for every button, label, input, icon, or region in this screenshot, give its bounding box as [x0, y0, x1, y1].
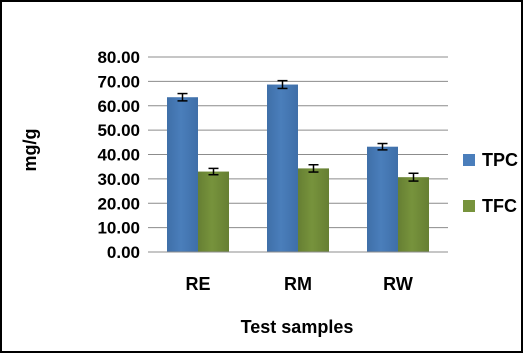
y-tick-label: 10.00 [97, 219, 140, 238]
y-tick-label: 60.00 [97, 97, 140, 116]
x-tick-label: RE [185, 274, 210, 294]
y-axis-label: mg/g [20, 129, 40, 172]
y-tick-label: 20.00 [97, 194, 140, 213]
legend-swatch-tfc [463, 200, 475, 212]
y-tick-labels: 0.00 10.00 20.00 30.00 40.00 50.00 60.00 70.00 8… [97, 48, 140, 262]
legend-label-tpc: TPC [482, 150, 518, 170]
x-tick-labels: RE RM RW [185, 274, 412, 294]
bar-tfc-rw [398, 177, 429, 252]
legend: TPC TFC [463, 150, 518, 216]
y-tick-label: 80.00 [97, 48, 140, 67]
x-tick-label: RM [284, 274, 312, 294]
bar-tpc-rm [267, 84, 298, 252]
y-tick-label: 50.00 [97, 121, 140, 140]
x-axis-label: Test samples [241, 317, 354, 337]
legend-label-tfc: TFC [482, 196, 517, 216]
bars [167, 84, 429, 252]
y-tick-label: 40.00 [97, 146, 140, 165]
y-tick-label: 0.00 [107, 243, 140, 262]
error-bars [177, 79, 419, 182]
bar-tfc-re [198, 171, 229, 252]
y-tick-label: 30.00 [97, 170, 140, 189]
bar-tpc-re [167, 97, 198, 252]
x-tick-label: RW [383, 274, 413, 294]
legend-swatch-tpc [463, 154, 475, 166]
bar-tfc-rm [298, 168, 329, 252]
bar-tpc-rw [367, 146, 398, 252]
y-tick-label: 70.00 [97, 72, 140, 91]
